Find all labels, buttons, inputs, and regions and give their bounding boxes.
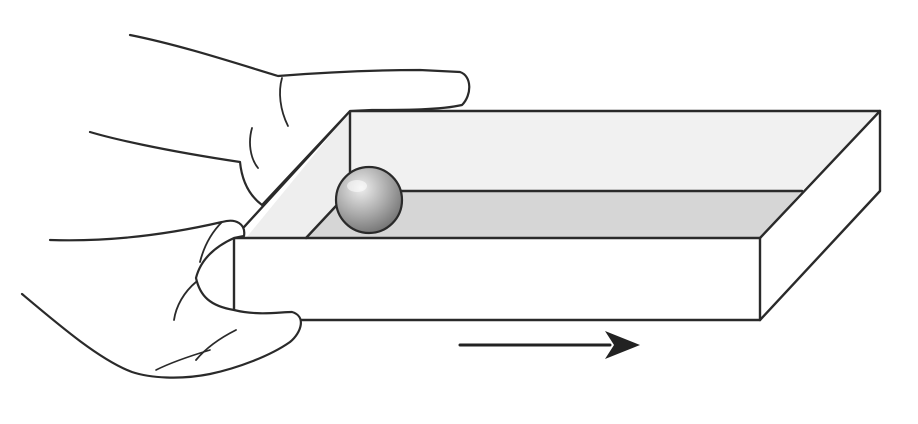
bottom-hand-finger-crease-1 xyxy=(173,281,197,321)
bottom-hand-finger-crease-2 xyxy=(195,329,237,361)
hand-icon xyxy=(20,33,471,379)
bottom-hand-thumb-crease xyxy=(199,221,223,263)
ball-icon xyxy=(334,165,404,235)
arrow-head xyxy=(605,331,640,359)
box-back-right-vertical xyxy=(758,109,882,322)
top-hand xyxy=(88,33,471,207)
open-box xyxy=(232,109,882,322)
top-hand-knuckle-2 xyxy=(249,127,259,169)
ball xyxy=(334,165,404,235)
bottom-hand xyxy=(20,219,302,379)
bottom-hand-finger-crease-3 xyxy=(155,349,211,371)
box-inner-left-wall xyxy=(246,111,350,238)
box-front-face xyxy=(234,238,760,320)
box-right-side xyxy=(760,111,880,320)
ball-highlight xyxy=(347,180,367,192)
box-inner-back-wall xyxy=(350,111,880,191)
box-floor xyxy=(306,191,802,238)
right-arrow-icon xyxy=(458,331,640,359)
top-hand-knuckle-1 xyxy=(279,77,289,127)
